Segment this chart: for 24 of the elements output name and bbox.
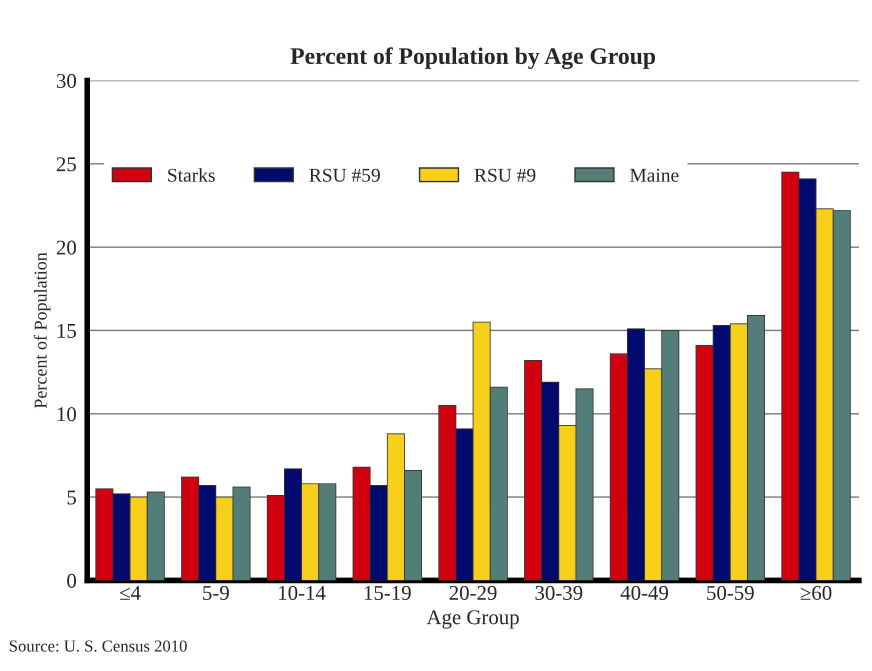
x-tick-label: 50-59 [707, 586, 754, 600]
y-tick-label: 25 [56, 157, 76, 172]
x-tick-label: 20-29 [450, 586, 497, 600]
y-tick-label: 15 [58, 324, 76, 338]
x-tick-label: 5-9 [203, 586, 229, 600]
y-tick-label: 5 [68, 490, 76, 505]
x-tick-label: 10-14 [279, 586, 326, 600]
x-tick-label: 30-39 [536, 586, 582, 600]
legend-label: RSU #59 [309, 168, 380, 182]
source-note: Source: U. S. Census 2010 [10, 640, 187, 652]
chart-title: Percent of Population by Age Group [290, 47, 656, 70]
x-axis-title: Age Group [426, 610, 519, 629]
y-tick-label: 20 [56, 240, 76, 255]
legend-label: RSU #9 [474, 168, 536, 182]
legend-label: Maine [630, 168, 678, 182]
x-tick-label: ≤4 [120, 586, 141, 600]
x-tick-label: 40-49 [620, 586, 668, 600]
y-axis-title: Percent of Population [34, 252, 50, 408]
y-tick-label: 10 [58, 407, 76, 422]
y-tick-label: 0 [67, 574, 76, 588]
y-tick-label: 30 [56, 74, 76, 88]
x-tick-label: ≥60 [800, 586, 832, 600]
legend-label: Starks [168, 168, 215, 182]
x-tick-label: 15-19 [364, 586, 411, 600]
